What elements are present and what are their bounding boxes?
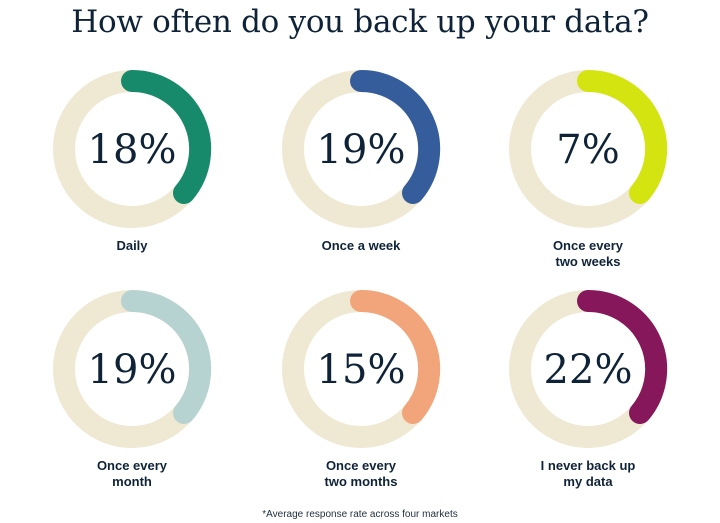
donut-arc (121, 69, 212, 204)
percent-value: 19% (317, 127, 406, 173)
donut-chart: 18% (53, 69, 212, 228)
label-line-2: two weeks (555, 254, 621, 269)
donut-arc (577, 289, 668, 424)
donut-once-a-week: 19% Once a week (271, 68, 451, 254)
label-line-1: Once a week (321, 238, 401, 253)
percent-value: 15% (317, 347, 406, 393)
donut-chart: 15% (282, 289, 441, 448)
percent-value: 19% (88, 347, 177, 393)
donut-arc (350, 69, 441, 204)
label-line-2: month (112, 474, 152, 489)
donut-chart: 19% (282, 69, 441, 228)
donut-once-every-two-months: 15% Once every two months (271, 288, 451, 490)
category-label: Once every two weeks (498, 238, 678, 270)
label-line-2: two months (324, 474, 398, 489)
chart-title: How often do you back up your data? (71, 4, 649, 40)
label-line-1: Once every (552, 238, 624, 253)
label-line-1: Daily (116, 238, 148, 253)
category-label: Daily (42, 238, 222, 254)
donut-once-every-two-weeks: 7% Once every two weeks (498, 68, 678, 270)
donut-chart: 19% (53, 289, 212, 448)
donut-chart: 22% (509, 289, 668, 448)
donut-daily: 18% Daily (42, 68, 222, 254)
donut-never-back-up: 22% I never back up my data (498, 288, 678, 490)
percent-value: 7% (556, 127, 619, 173)
percent-value: 22% (544, 347, 633, 393)
label-line-1: I never back up (540, 458, 636, 473)
category-label: Once a week (271, 238, 451, 254)
label-line-1: Once every (96, 458, 168, 473)
footnote: *Average response rate across four marke… (262, 509, 458, 520)
category-label: I never back up my data (498, 458, 678, 490)
donut-once-every-month: 19% Once every month (42, 288, 222, 490)
label-line-1: Once every (325, 458, 397, 473)
donut-arc (577, 69, 668, 204)
donut-chart: 7% (509, 69, 668, 228)
donut-arc (121, 289, 212, 424)
donut-arc (350, 289, 441, 424)
category-label: Once every month (42, 458, 222, 490)
category-label: Once every two months (271, 458, 451, 490)
percent-value: 18% (88, 127, 177, 173)
label-line-2: my data (563, 474, 613, 489)
